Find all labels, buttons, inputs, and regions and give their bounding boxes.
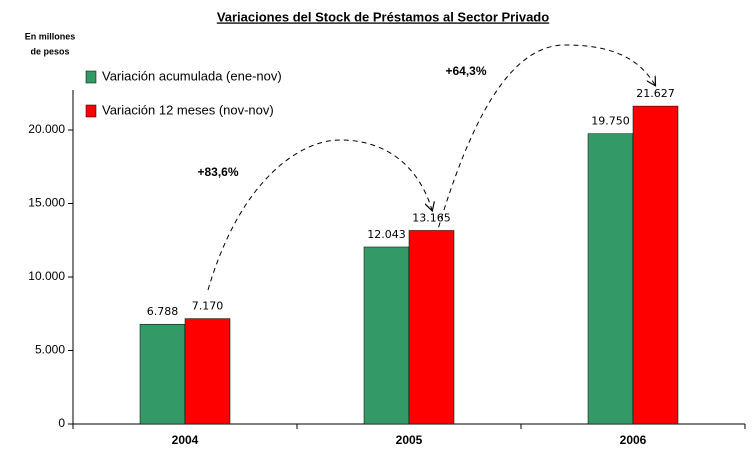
data-label: 7.170 (192, 300, 224, 313)
legend-swatch (85, 70, 97, 84)
data-label: 19.750 (591, 115, 630, 128)
legend-label: Variación 12 meses (nov-nov) (102, 102, 274, 117)
y-tick-label: 15.000 (28, 196, 65, 210)
data-label: 12.043 (367, 228, 406, 241)
y-tick-label: 20.000 (28, 122, 65, 136)
data-label: 6.788 (147, 305, 179, 318)
data-label: 13.165 (412, 211, 451, 224)
y-axis-label: de pesos (30, 46, 69, 56)
bar (587, 133, 634, 425)
x-tick-label: 2005 (396, 433, 423, 447)
annotation: +64,3% (445, 64, 486, 78)
y-tick-label: 5.000 (35, 343, 65, 357)
y-tick-label: 10.000 (28, 269, 65, 283)
bar (184, 318, 231, 425)
bar (139, 323, 186, 425)
y-axis-label: En millones (25, 31, 76, 41)
x-tick-label: 2004 (172, 433, 199, 447)
chart-title: Variaciones del Stock de Préstamos al Se… (217, 9, 549, 24)
bar (363, 246, 410, 425)
annotation: +83,6% (197, 165, 238, 179)
arrow (435, 44, 655, 237)
legend-swatch (85, 104, 97, 118)
data-label: 21.627 (636, 87, 675, 100)
legend-label: Variación acumulada (ene-nov) (102, 68, 282, 83)
bar (632, 105, 679, 425)
bar (408, 230, 455, 425)
x-tick-label: 2006 (620, 433, 647, 447)
y-tick-label: 0 (58, 416, 65, 430)
